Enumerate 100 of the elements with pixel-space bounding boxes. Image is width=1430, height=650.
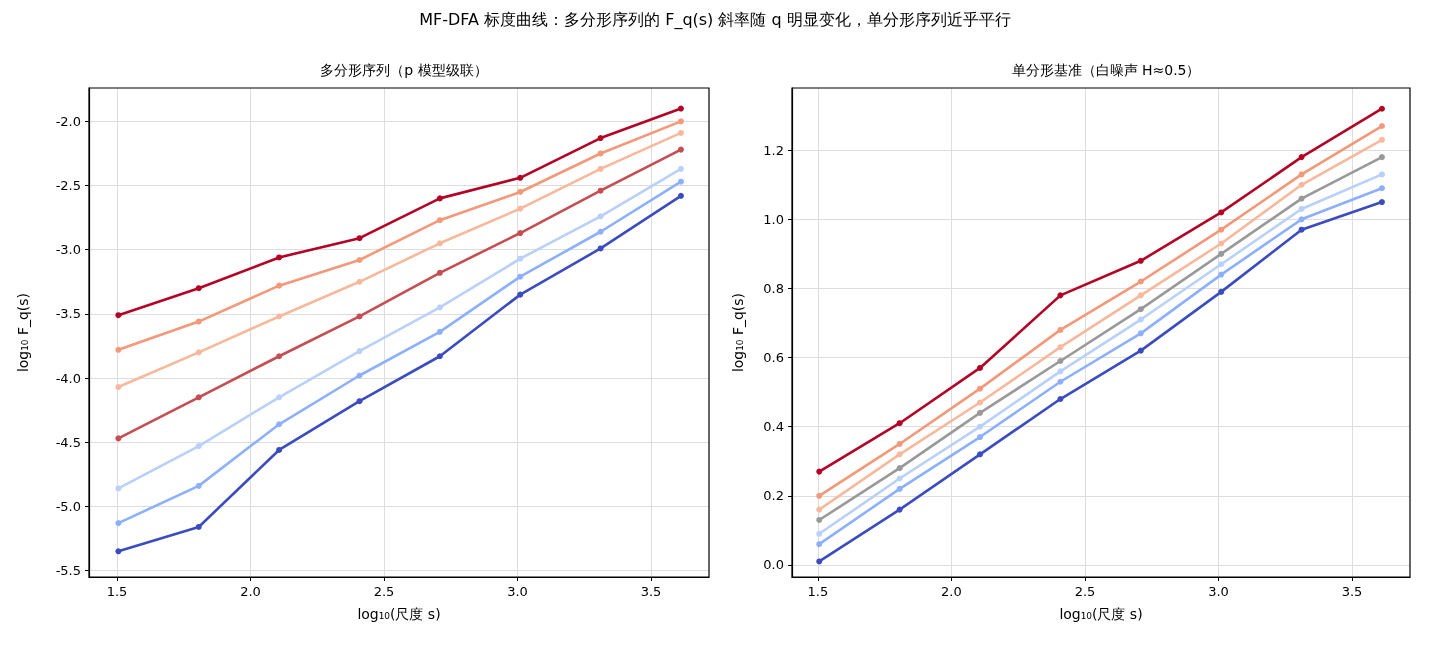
point (517, 255, 524, 262)
point (1298, 181, 1305, 188)
point (1298, 154, 1305, 161)
point (1378, 105, 1385, 112)
point (1298, 171, 1305, 178)
point (977, 399, 984, 406)
point (816, 506, 823, 513)
point (1378, 154, 1385, 161)
point (1218, 240, 1225, 247)
point (896, 485, 903, 492)
point (896, 506, 903, 513)
point (1218, 261, 1225, 268)
point (896, 475, 903, 482)
point (276, 421, 283, 428)
point (356, 398, 363, 405)
point (1378, 199, 1385, 206)
point (1137, 330, 1144, 337)
x-tick-label: 1.5 (807, 584, 829, 599)
point (195, 349, 202, 356)
point (677, 192, 684, 199)
chart-title: 单分形基准（白噪声 H≈0.5） (1011, 62, 1201, 78)
point (1218, 209, 1225, 216)
y-tick-label: -3.5 (55, 306, 81, 322)
point (195, 523, 202, 530)
point (517, 273, 524, 280)
point (1298, 226, 1305, 233)
point (276, 353, 283, 360)
point (115, 520, 122, 527)
point (1378, 171, 1385, 178)
point (977, 385, 984, 392)
point (1378, 123, 1385, 130)
point (597, 150, 604, 157)
point (896, 465, 903, 472)
y-tick-label: 0.4 (763, 419, 784, 435)
point (1378, 136, 1385, 143)
point (436, 328, 443, 335)
y-axis-title: log₁₀ F_q(s) (730, 292, 746, 373)
point (1218, 271, 1225, 278)
point (195, 394, 202, 401)
point (1057, 358, 1064, 365)
point (115, 485, 122, 492)
point (517, 230, 524, 237)
y-tick-label: 1.0 (763, 211, 784, 227)
point (436, 353, 443, 360)
point (677, 118, 684, 125)
point (677, 129, 684, 136)
text: MF-DFA 标度曲线：多分形序列的 F_q(s) 斜率随 q 明显变化，单分形序列近乎平行 (418, 10, 1012, 31)
point (896, 440, 903, 447)
point (195, 482, 202, 489)
point (436, 195, 443, 202)
y-axis-title: log₁₀ F_q(s) (15, 292, 31, 373)
x-tick-label: 2.0 (240, 584, 261, 599)
point (436, 304, 443, 311)
point (115, 435, 122, 442)
point (677, 105, 684, 112)
point (1057, 396, 1064, 403)
point (1057, 344, 1064, 351)
point (115, 384, 122, 391)
point (276, 282, 283, 289)
point (816, 492, 823, 499)
point (356, 313, 363, 320)
point (896, 420, 903, 427)
point (517, 174, 524, 181)
point (677, 178, 684, 185)
point (977, 409, 984, 416)
point (816, 530, 823, 537)
point (356, 372, 363, 379)
point (816, 558, 823, 565)
point (1137, 347, 1144, 354)
point (816, 468, 823, 475)
point (276, 446, 283, 453)
y-tick-label: 0.6 (763, 350, 784, 366)
point (1298, 205, 1305, 212)
point (195, 318, 202, 325)
y-tick-label: -5.0 (55, 498, 81, 514)
point (276, 313, 283, 320)
point (597, 165, 604, 172)
y-tick-label: 0.8 (763, 280, 784, 296)
point (1057, 378, 1064, 385)
point (1218, 226, 1225, 233)
point (1057, 292, 1064, 299)
point (115, 548, 122, 555)
point (1137, 257, 1144, 264)
point (436, 217, 443, 224)
x-tick-label: 1.5 (106, 584, 128, 599)
point (115, 312, 122, 319)
x-tick-label: 2.5 (1074, 584, 1096, 599)
x-tick-label: 3.5 (1341, 584, 1363, 599)
y-tick-label: -4.5 (55, 434, 81, 450)
y-tick-label: -3.0 (55, 242, 81, 258)
point (816, 516, 823, 523)
point (1137, 306, 1144, 313)
y-tick-label: 0.0 (763, 557, 784, 573)
x-tick-label: 2.5 (373, 584, 395, 599)
point (356, 235, 363, 242)
y-tick-label: 0.2 (763, 488, 784, 504)
point (816, 541, 823, 548)
point (356, 256, 363, 263)
point (195, 285, 202, 292)
point (276, 394, 283, 401)
